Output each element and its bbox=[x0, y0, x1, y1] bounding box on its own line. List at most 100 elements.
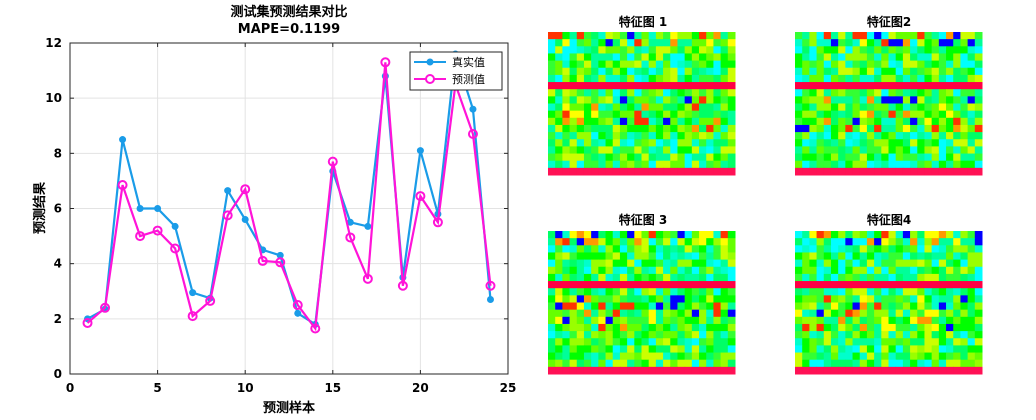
heatmap-cell bbox=[663, 295, 671, 303]
heatmap-cell bbox=[809, 124, 818, 133]
heatmap-cell bbox=[583, 252, 592, 261]
heatmap-cell bbox=[713, 331, 722, 339]
heatmap-cell bbox=[576, 110, 585, 119]
heatmap-cell bbox=[859, 60, 868, 69]
heatmap-cell bbox=[910, 231, 918, 239]
heatmap-cell bbox=[663, 153, 671, 162]
heatmap-cell bbox=[931, 252, 940, 261]
heatmap-cell bbox=[634, 309, 642, 318]
heatmap-cell bbox=[684, 281, 693, 289]
heatmap-cell bbox=[699, 96, 707, 104]
heatmap-cell bbox=[713, 53, 722, 62]
heatmap-cell bbox=[974, 53, 983, 62]
heatmap-cell bbox=[619, 67, 628, 76]
heatmap-cell bbox=[598, 89, 607, 97]
heatmap-cell bbox=[910, 67, 918, 76]
heatmap-cell bbox=[881, 89, 889, 97]
heatmap-cell bbox=[569, 316, 578, 325]
heatmap-cell bbox=[910, 146, 918, 155]
heatmap-cell bbox=[562, 288, 571, 296]
heatmap-cell bbox=[974, 331, 983, 339]
heatmap-cell bbox=[924, 309, 933, 318]
heatmap-cell bbox=[881, 103, 889, 112]
heatmap-cell bbox=[809, 103, 818, 112]
heatmap-cell bbox=[576, 117, 585, 126]
heatmap-cell bbox=[605, 259, 614, 268]
heatmap-cell bbox=[838, 167, 846, 176]
heatmap-cell bbox=[859, 53, 868, 62]
heatmap-cell bbox=[895, 60, 904, 69]
heatmap-cell bbox=[655, 252, 664, 261]
heatmap-cell bbox=[677, 338, 686, 346]
heatmap-cell bbox=[895, 96, 904, 104]
heatmap-cell bbox=[727, 273, 736, 282]
heatmap-cell bbox=[699, 46, 707, 54]
heatmap-cell bbox=[612, 32, 621, 40]
heatmap-cell bbox=[795, 295, 803, 303]
heatmap-cell bbox=[881, 359, 889, 368]
heatmap-cell bbox=[953, 309, 961, 318]
heatmap-cell bbox=[967, 366, 976, 375]
heatmap-cell bbox=[569, 132, 578, 140]
heatmap-cell bbox=[830, 295, 839, 303]
heatmap-cell bbox=[720, 252, 729, 261]
heatmap-cell bbox=[663, 117, 671, 126]
heatmap-cell bbox=[852, 259, 861, 268]
heatmap-cell bbox=[641, 302, 650, 311]
heatmap-cell bbox=[823, 281, 832, 289]
heatmap-cell bbox=[720, 32, 729, 40]
heatmap-cell bbox=[591, 345, 599, 354]
heatmap-cell bbox=[874, 39, 882, 47]
heatmap-cell bbox=[902, 366, 911, 375]
heatmap-cell bbox=[591, 132, 599, 140]
heatmap-cell bbox=[931, 67, 940, 76]
heatmap-cell bbox=[583, 160, 592, 169]
heatmap-cell bbox=[902, 167, 911, 176]
heatmap-cell bbox=[627, 146, 635, 155]
heatmap-cell bbox=[655, 316, 664, 325]
heatmap-cell bbox=[727, 167, 736, 176]
data-point-2 bbox=[310, 323, 321, 334]
heatmap-cell bbox=[917, 46, 925, 54]
heatmap-cell bbox=[967, 160, 976, 169]
heatmap-cell bbox=[895, 67, 904, 76]
heatmap-cell bbox=[938, 32, 947, 40]
heatmap-cell bbox=[562, 103, 571, 112]
heatmap-cell bbox=[874, 139, 882, 147]
heatmap-cell bbox=[902, 238, 911, 246]
heatmap-cell bbox=[727, 302, 736, 311]
heatmap-cell bbox=[953, 295, 961, 303]
heatmap-cell bbox=[720, 302, 729, 311]
heatmap-cell bbox=[598, 160, 607, 169]
heatmap-cell bbox=[910, 132, 918, 140]
heatmap-cell bbox=[852, 266, 861, 275]
heatmap-cell bbox=[684, 302, 693, 311]
heatmap-cell bbox=[684, 238, 693, 246]
heatmap-cell bbox=[691, 132, 700, 140]
heatmap-cell bbox=[720, 53, 729, 62]
heatmap-cell bbox=[946, 46, 954, 54]
heatmap-cell bbox=[670, 345, 678, 354]
heatmap-cell bbox=[960, 89, 969, 97]
heatmap-cell bbox=[713, 366, 722, 375]
heatmap-cell bbox=[931, 281, 940, 289]
heatmap-cell bbox=[713, 252, 722, 261]
heatmap-cell bbox=[591, 231, 599, 239]
heatmap-cell bbox=[677, 273, 686, 282]
heatmap-cell bbox=[946, 167, 954, 176]
heatmap-cell bbox=[619, 302, 628, 311]
heatmap-cell bbox=[569, 295, 578, 303]
heatmap-cell bbox=[591, 110, 599, 119]
heatmap-cell bbox=[548, 39, 556, 47]
heatmap-cell bbox=[917, 359, 925, 368]
heatmap-cell bbox=[569, 273, 578, 282]
heatmap-cell bbox=[706, 53, 714, 62]
heatmap-cell bbox=[605, 323, 614, 332]
heatmap-cell bbox=[670, 288, 678, 296]
heatmap-cell bbox=[699, 139, 707, 147]
heatmap-cell bbox=[946, 132, 954, 140]
heatmap-cell bbox=[881, 67, 889, 76]
heatmap-cell bbox=[917, 89, 925, 97]
heatmap-cell bbox=[684, 309, 693, 318]
heatmap-cell bbox=[548, 160, 556, 169]
